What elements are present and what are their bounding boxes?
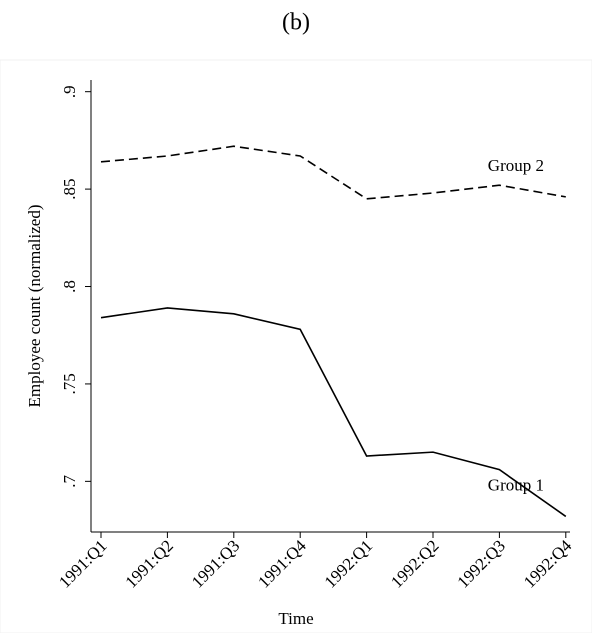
x-tick-label: 1991:Q3 [188, 536, 244, 592]
x-tick-label: 1992:Q1 [321, 536, 377, 592]
y-tick-label: .9 [60, 85, 79, 98]
x-tick-label: 1991:Q2 [121, 536, 177, 592]
y-tick-label: .75 [60, 373, 79, 394]
chart-title: (b) [282, 10, 310, 36]
x-axis-label: Time [278, 609, 313, 628]
x-tick-label: 1992:Q2 [387, 536, 443, 592]
y-tick-label: .7 [60, 474, 79, 487]
y-tick-label: .85 [60, 178, 79, 199]
y-tick-label: .8 [60, 280, 79, 293]
series-label: Group 2 [488, 156, 544, 175]
series-label: Group 1 [488, 475, 544, 494]
y-axis-label: Employee count (normalized) [25, 205, 44, 408]
plot-region [0, 59, 592, 633]
series-line [100, 145, 566, 200]
x-tick-label: 1991:Q4 [254, 536, 310, 592]
series-line [100, 307, 567, 518]
x-tick-label: 1992:Q4 [520, 536, 576, 592]
x-tick-label: 1991:Q1 [55, 536, 111, 592]
x-tick-label: 1992:Q3 [453, 536, 509, 592]
